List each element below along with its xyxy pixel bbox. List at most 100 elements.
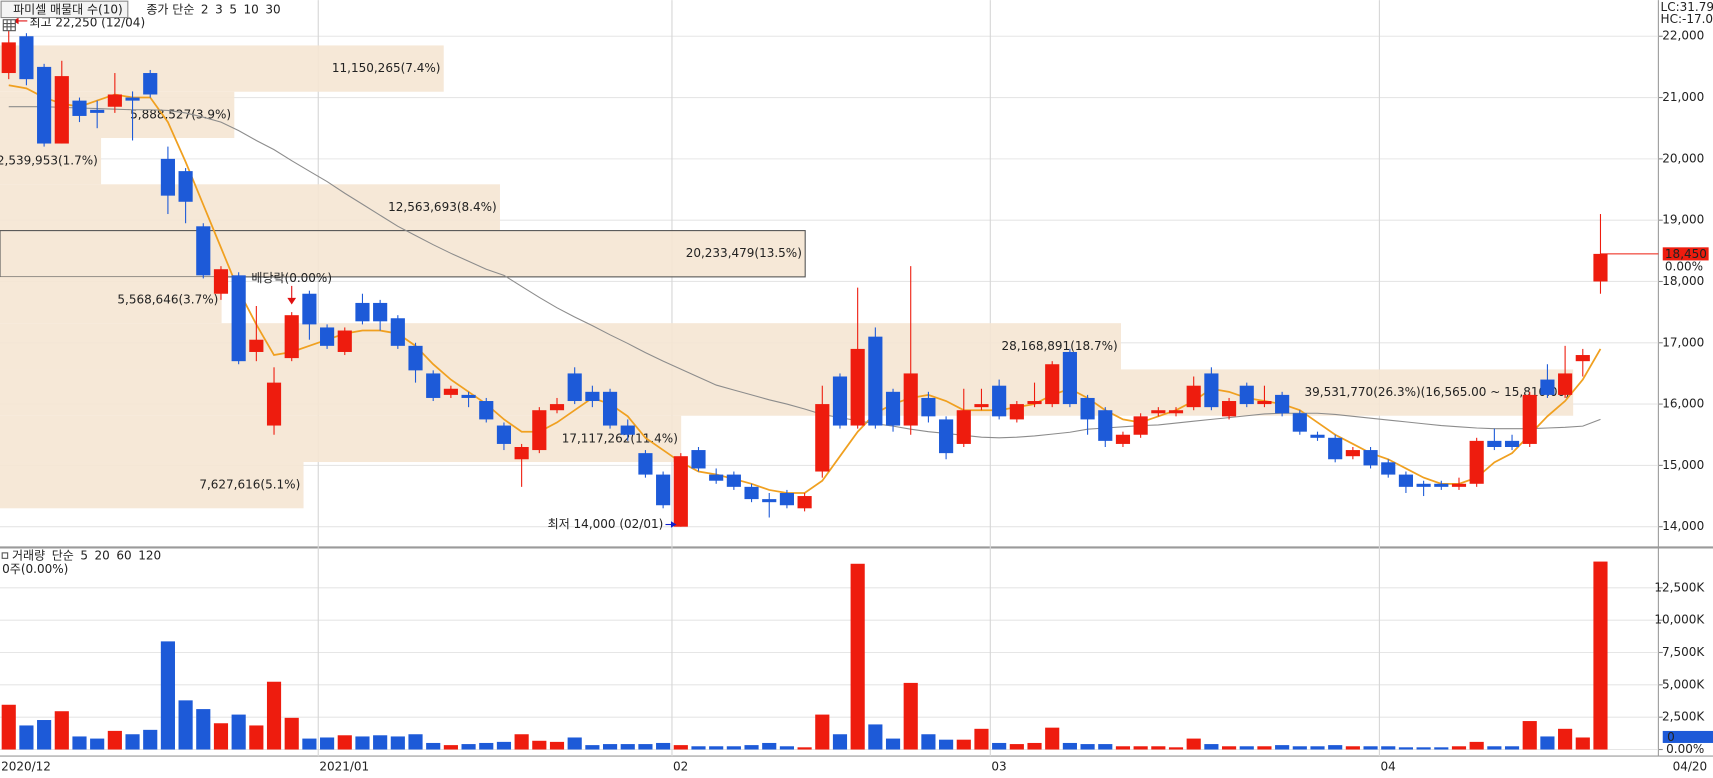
volume-bar (125, 734, 140, 750)
volume-bar (443, 745, 458, 750)
volume-legend-entry: 5 (80, 549, 88, 563)
candle-body (779, 492, 794, 506)
candle-body (1239, 385, 1254, 405)
volume-bar (815, 714, 830, 750)
candle-body (1257, 401, 1272, 405)
candle-body (1098, 410, 1113, 441)
candle-body (461, 394, 476, 398)
y-tick-label: 12,500K (1654, 580, 1705, 594)
y-tick-label: 17,000 (1662, 335, 1704, 349)
candle-body (143, 73, 158, 95)
volume-bar (1434, 747, 1449, 750)
y-tick-label: 15,000 (1662, 458, 1704, 472)
volume-bar (496, 741, 512, 750)
volume-bar (1009, 744, 1024, 750)
y-tick-label: 20,000 (1662, 151, 1704, 165)
volume-profile-bar (0, 138, 102, 185)
candle-body (921, 397, 936, 417)
volume-bar (373, 735, 388, 750)
candle-body (19, 36, 34, 80)
legend-label: 종가 단순 (146, 2, 194, 16)
volume-bar (956, 739, 971, 750)
candle-body (1398, 474, 1414, 487)
candle-body (1558, 373, 1573, 395)
y-tick-label: 18,000 (1662, 274, 1704, 288)
volume-profile-bar (0, 276, 222, 324)
volume-bar (1540, 736, 1555, 750)
y-tick-label: 2,500K (1662, 710, 1705, 724)
current-price-change: 0.00% (1665, 259, 1703, 273)
x-tick-label: 2020/12 (1, 759, 51, 773)
volume-legend-label: 단순 (52, 549, 74, 563)
high-annotation: 최고 22,250 (12/04) (29, 16, 145, 30)
y-tick-label: 0.00% (1666, 742, 1704, 756)
candle-body (390, 318, 405, 346)
x-tick-label: 04/20 (1673, 759, 1708, 773)
volume-bar (160, 641, 175, 750)
volume-info: 0주(0.00%) (2, 562, 68, 576)
low-annotation: 최저 14,000 (02/01) (548, 517, 664, 531)
candle-body (1469, 440, 1484, 484)
volume-bar (1098, 744, 1113, 750)
candle-body (1, 42, 16, 74)
volume-profile-label: 2,539,953(1.7%) (0, 154, 98, 168)
candle-body (868, 336, 883, 426)
volume-bar (744, 745, 759, 750)
moving-average-line (8, 106, 1601, 439)
volume-bar (1328, 745, 1343, 750)
candle-body (620, 425, 635, 435)
volume-profile-bar (0, 184, 500, 231)
volume-bar (709, 746, 724, 750)
candle-body (1416, 483, 1431, 487)
volume-bar (90, 738, 105, 750)
candle-body (549, 404, 565, 411)
volume-bar (1080, 744, 1095, 750)
volume-profile-bar (0, 45, 444, 92)
candle-body (107, 94, 122, 107)
current-volume-box (1662, 730, 1713, 743)
candle-body (284, 315, 299, 359)
volume-bar (1045, 727, 1060, 750)
volume-legend-entry: 60 (116, 549, 131, 563)
legend-entry: 3 (215, 2, 223, 16)
volume-profile-label: 39,531,770(26.3%)(16,565.00 ~ 15,810.00) (1304, 385, 1569, 399)
volume-bar (1257, 746, 1272, 750)
candle-body (178, 171, 193, 202)
volume-bar (284, 717, 299, 750)
volume-bar (1451, 746, 1467, 750)
legend-entry: 2 (201, 2, 209, 16)
volume-bar (1292, 746, 1307, 750)
volume-bar (1027, 742, 1042, 750)
volume-profile-label: 12,563,693(8.4%) (388, 200, 497, 214)
volume-legend-entry: 20 (95, 549, 110, 563)
volume-bar (885, 738, 901, 750)
candle-body (1221, 401, 1237, 417)
x-tick-label: 04 (1380, 759, 1395, 773)
volume-profile-bar (0, 369, 1574, 416)
candle-body (90, 109, 105, 113)
candle-body (1575, 355, 1590, 362)
volume-bar (19, 725, 34, 750)
volume-profile-label: 7,627,616(5.1%) (199, 478, 300, 492)
legend-entry: 30 (265, 2, 280, 16)
volume-bar (921, 734, 936, 750)
volume-bar (1221, 746, 1237, 750)
candle-body (956, 410, 971, 444)
volume-bar (1345, 746, 1360, 750)
candle-body (373, 302, 388, 322)
candle-body (532, 410, 547, 451)
candle-body (160, 158, 175, 196)
volume-bar (1186, 738, 1201, 750)
volume-bar (408, 734, 423, 750)
volume-bar (1275, 745, 1290, 750)
volume-profile-bar (0, 462, 304, 509)
candle-body (1593, 253, 1608, 282)
volume-bar (1398, 747, 1414, 750)
volume-bar (1168, 747, 1184, 750)
volume-bar (1469, 741, 1484, 750)
volume-bar (143, 729, 158, 750)
candle-body (1027, 401, 1042, 405)
volume-bar (992, 742, 1007, 750)
volume-legend-label: 거래량 (12, 549, 45, 563)
